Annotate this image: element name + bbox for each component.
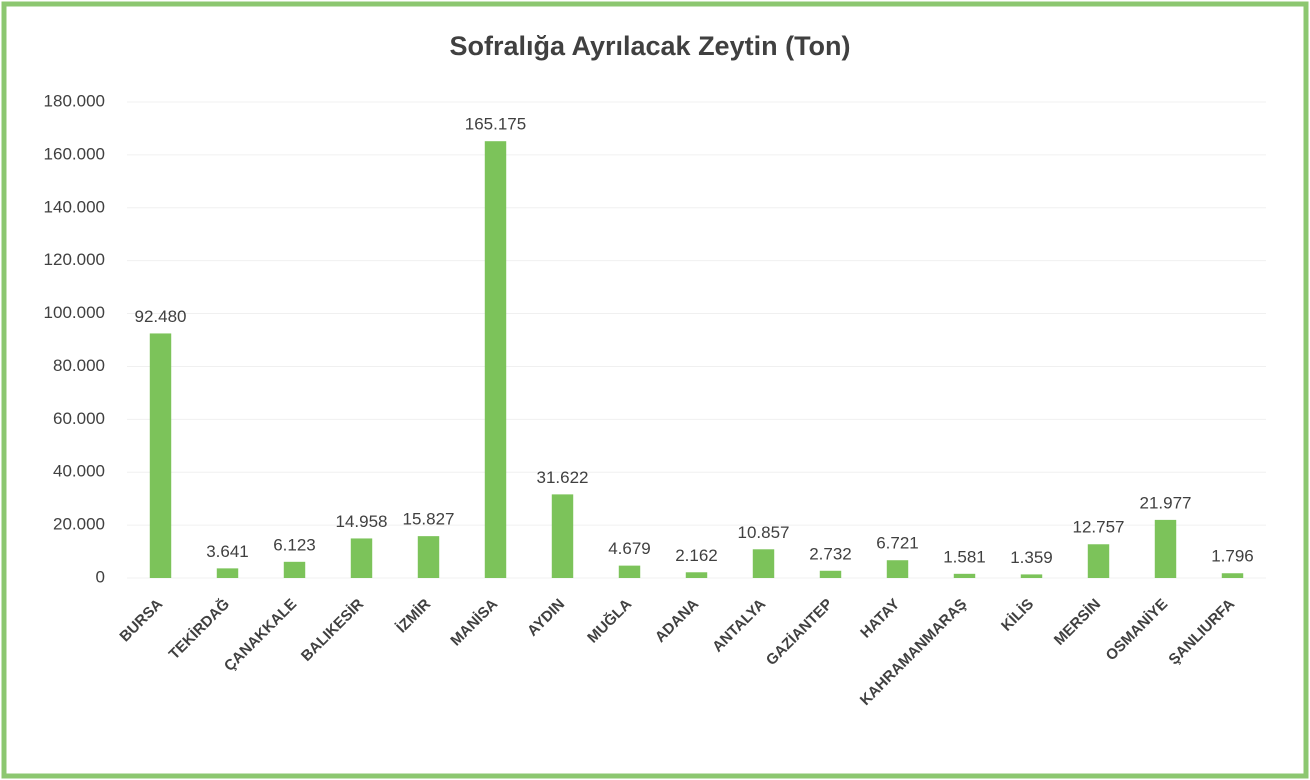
data-label: 4.679 — [608, 539, 651, 558]
bar — [953, 573, 976, 578]
data-label: 2.732 — [809, 544, 852, 563]
data-label: 10.857 — [738, 523, 790, 542]
y-tick-label: 180.000 — [44, 91, 105, 110]
bar — [819, 570, 842, 578]
data-label: 2.162 — [675, 546, 718, 565]
data-label: 165.175 — [465, 115, 526, 134]
data-label: 12.757 — [1073, 518, 1125, 537]
y-tick-label: 100.000 — [44, 303, 105, 322]
bar — [417, 536, 440, 578]
y-tick-label: 80.000 — [53, 356, 105, 375]
bar — [350, 538, 373, 578]
bar — [1221, 573, 1244, 578]
bar — [1154, 519, 1177, 578]
data-label: 1.796 — [1211, 547, 1254, 566]
data-label: 3.641 — [206, 542, 249, 561]
data-label: 15.827 — [403, 510, 455, 529]
bar — [618, 565, 641, 578]
bar — [484, 141, 507, 578]
bar — [149, 333, 172, 578]
bar — [752, 549, 775, 578]
data-label: 14.958 — [336, 512, 388, 531]
bar — [1020, 574, 1043, 578]
y-tick-label: 140.000 — [44, 197, 105, 216]
data-label: 92.480 — [135, 307, 187, 326]
data-label: 31.622 — [537, 468, 589, 487]
data-label: 21.977 — [1140, 493, 1192, 512]
y-tick-label: 120.000 — [44, 250, 105, 269]
data-label: 6.721 — [876, 534, 919, 553]
data-label: 1.581 — [943, 547, 986, 566]
bar — [551, 494, 574, 578]
y-tick-label: 160.000 — [44, 144, 105, 163]
y-tick-label: 0 — [96, 567, 105, 586]
y-tick-label: 60.000 — [53, 409, 105, 428]
bar — [1087, 544, 1110, 578]
y-tick-label: 40.000 — [53, 462, 105, 481]
data-label: 6.123 — [273, 535, 316, 554]
bar — [886, 560, 909, 578]
bar — [216, 568, 239, 578]
chart-title: Sofralığa Ayrılacak Zeytin (Ton) — [449, 31, 850, 61]
y-tick-label: 20.000 — [53, 515, 105, 534]
bar — [685, 572, 708, 578]
bar — [283, 561, 306, 578]
data-label: 1.359 — [1010, 548, 1053, 567]
